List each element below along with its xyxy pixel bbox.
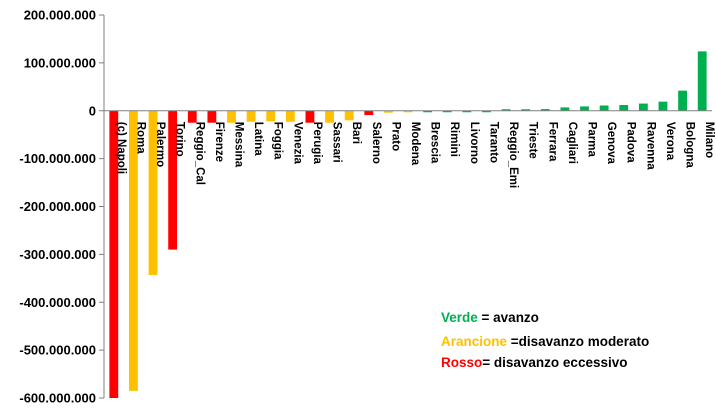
- legend-verde: Verde = avanzo: [441, 310, 539, 325]
- legend-arancione: Arancione =disavanzo moderato: [441, 334, 649, 349]
- x-tick-label: Taranto: [487, 122, 499, 163]
- bar: [364, 110, 374, 116]
- x-tick-label: Reggio_Cal: [193, 122, 205, 185]
- bar: [580, 106, 589, 111]
- y-tick-label: 0: [89, 103, 96, 118]
- y-tick-label: -500.000.000: [19, 343, 96, 358]
- x-tick-label: Sassari: [331, 122, 343, 163]
- bar: [344, 110, 354, 121]
- x-tick-label: Firenze: [213, 122, 225, 162]
- bar: [383, 110, 393, 113]
- x-tick-label: Latina: [252, 122, 264, 156]
- x-tick-label: Perugia: [311, 122, 323, 165]
- bar: [285, 110, 295, 122]
- bar: [187, 110, 197, 123]
- x-axis-labels: (c) Napoli Roma Palermo Torino Reggio_Cal Fir…: [115, 122, 715, 188]
- y-tick-label: 200.000.000: [24, 8, 96, 23]
- bar: [442, 110, 452, 113]
- bar: [560, 107, 570, 111]
- x-tick-label: Prato: [389, 122, 401, 151]
- legend-rosso-text: = disavanzo eccessivo: [482, 355, 627, 370]
- x-tick-label: Venezia: [291, 122, 303, 165]
- x-tick-label: Genova: [605, 122, 617, 165]
- bar: [423, 110, 433, 113]
- x-tick-label: Roma: [134, 122, 146, 155]
- bar: [599, 105, 609, 111]
- x-tick-label: Salerno: [370, 122, 382, 164]
- bar: [266, 110, 276, 122]
- x-tick-label: Torino: [174, 122, 186, 157]
- bar: [658, 101, 668, 111]
- bar: [305, 110, 315, 123]
- x-tick-label: Parma: [586, 122, 598, 158]
- x-tick-label: Padova: [625, 122, 637, 164]
- x-tick-label: Rimini: [448, 122, 460, 157]
- bar: [678, 90, 687, 111]
- x-tick-label: Trieste: [527, 122, 539, 159]
- x-tick-label: Ravenna: [644, 122, 656, 171]
- y-tick-label: -600.000.000: [19, 391, 96, 406]
- x-tick-label: Reggio_Emi: [507, 122, 519, 188]
- bar: [540, 109, 550, 111]
- x-tick-label: Modena: [409, 122, 421, 166]
- bar: [129, 110, 138, 391]
- legend: Verde = avanzo Arancione =disavanzo mode…: [441, 310, 649, 370]
- bar: [109, 110, 119, 398]
- bar: [168, 110, 178, 250]
- bar: [325, 110, 334, 123]
- bar: [638, 103, 648, 111]
- bar: [148, 110, 158, 275]
- x-tick-label: Bologna: [684, 122, 696, 169]
- bar: [227, 110, 236, 123]
- plot-area: [109, 51, 707, 398]
- x-tick-label: Foggia: [272, 122, 284, 160]
- x-tick-label: Livorno: [468, 122, 480, 164]
- x-tick-label: Verona: [664, 122, 676, 161]
- legend-verde-key: Verde: [441, 310, 478, 325]
- x-tick-label: Messina: [232, 122, 244, 168]
- bar: [482, 110, 491, 113]
- x-tick-label: Ferrara: [546, 122, 558, 162]
- bar: [619, 105, 629, 111]
- legend-arancione-text: =disavanzo moderato: [507, 334, 649, 349]
- x-tick-label: Milano: [703, 122, 715, 158]
- legend-rosso-key: Rosso: [441, 355, 482, 370]
- bar: [521, 109, 531, 111]
- x-tick-label: Brescia: [429, 122, 441, 164]
- legend-verde-text: = avanzo: [478, 310, 539, 325]
- y-tick-label: -400.000.000: [19, 295, 96, 310]
- bar: [403, 110, 413, 113]
- legend-arancione-key: Arancione: [441, 334, 508, 349]
- x-tick-label: (c) Napoli: [115, 122, 127, 174]
- x-tick-label: Bari: [350, 122, 362, 144]
- x-tick-label: Cagliari: [566, 122, 578, 164]
- y-tick-label: -200.000.000: [19, 199, 96, 214]
- bar: [462, 110, 472, 113]
- x-tick-label: Palermo: [154, 122, 166, 167]
- y-tick-label: -100.000.000: [19, 151, 96, 166]
- y-tick-label: 100.000.000: [24, 55, 96, 70]
- bar: [501, 109, 511, 111]
- bar: [207, 110, 217, 123]
- bar: [697, 51, 707, 111]
- legend-rosso: Rosso= disavanzo eccessivo: [441, 355, 627, 370]
- y-tick-label: -300.000.000: [19, 247, 96, 262]
- y-axis: 200.000.000 100.000.000 0 -100.000.000 -200.…: [19, 8, 712, 406]
- bar: [246, 110, 256, 122]
